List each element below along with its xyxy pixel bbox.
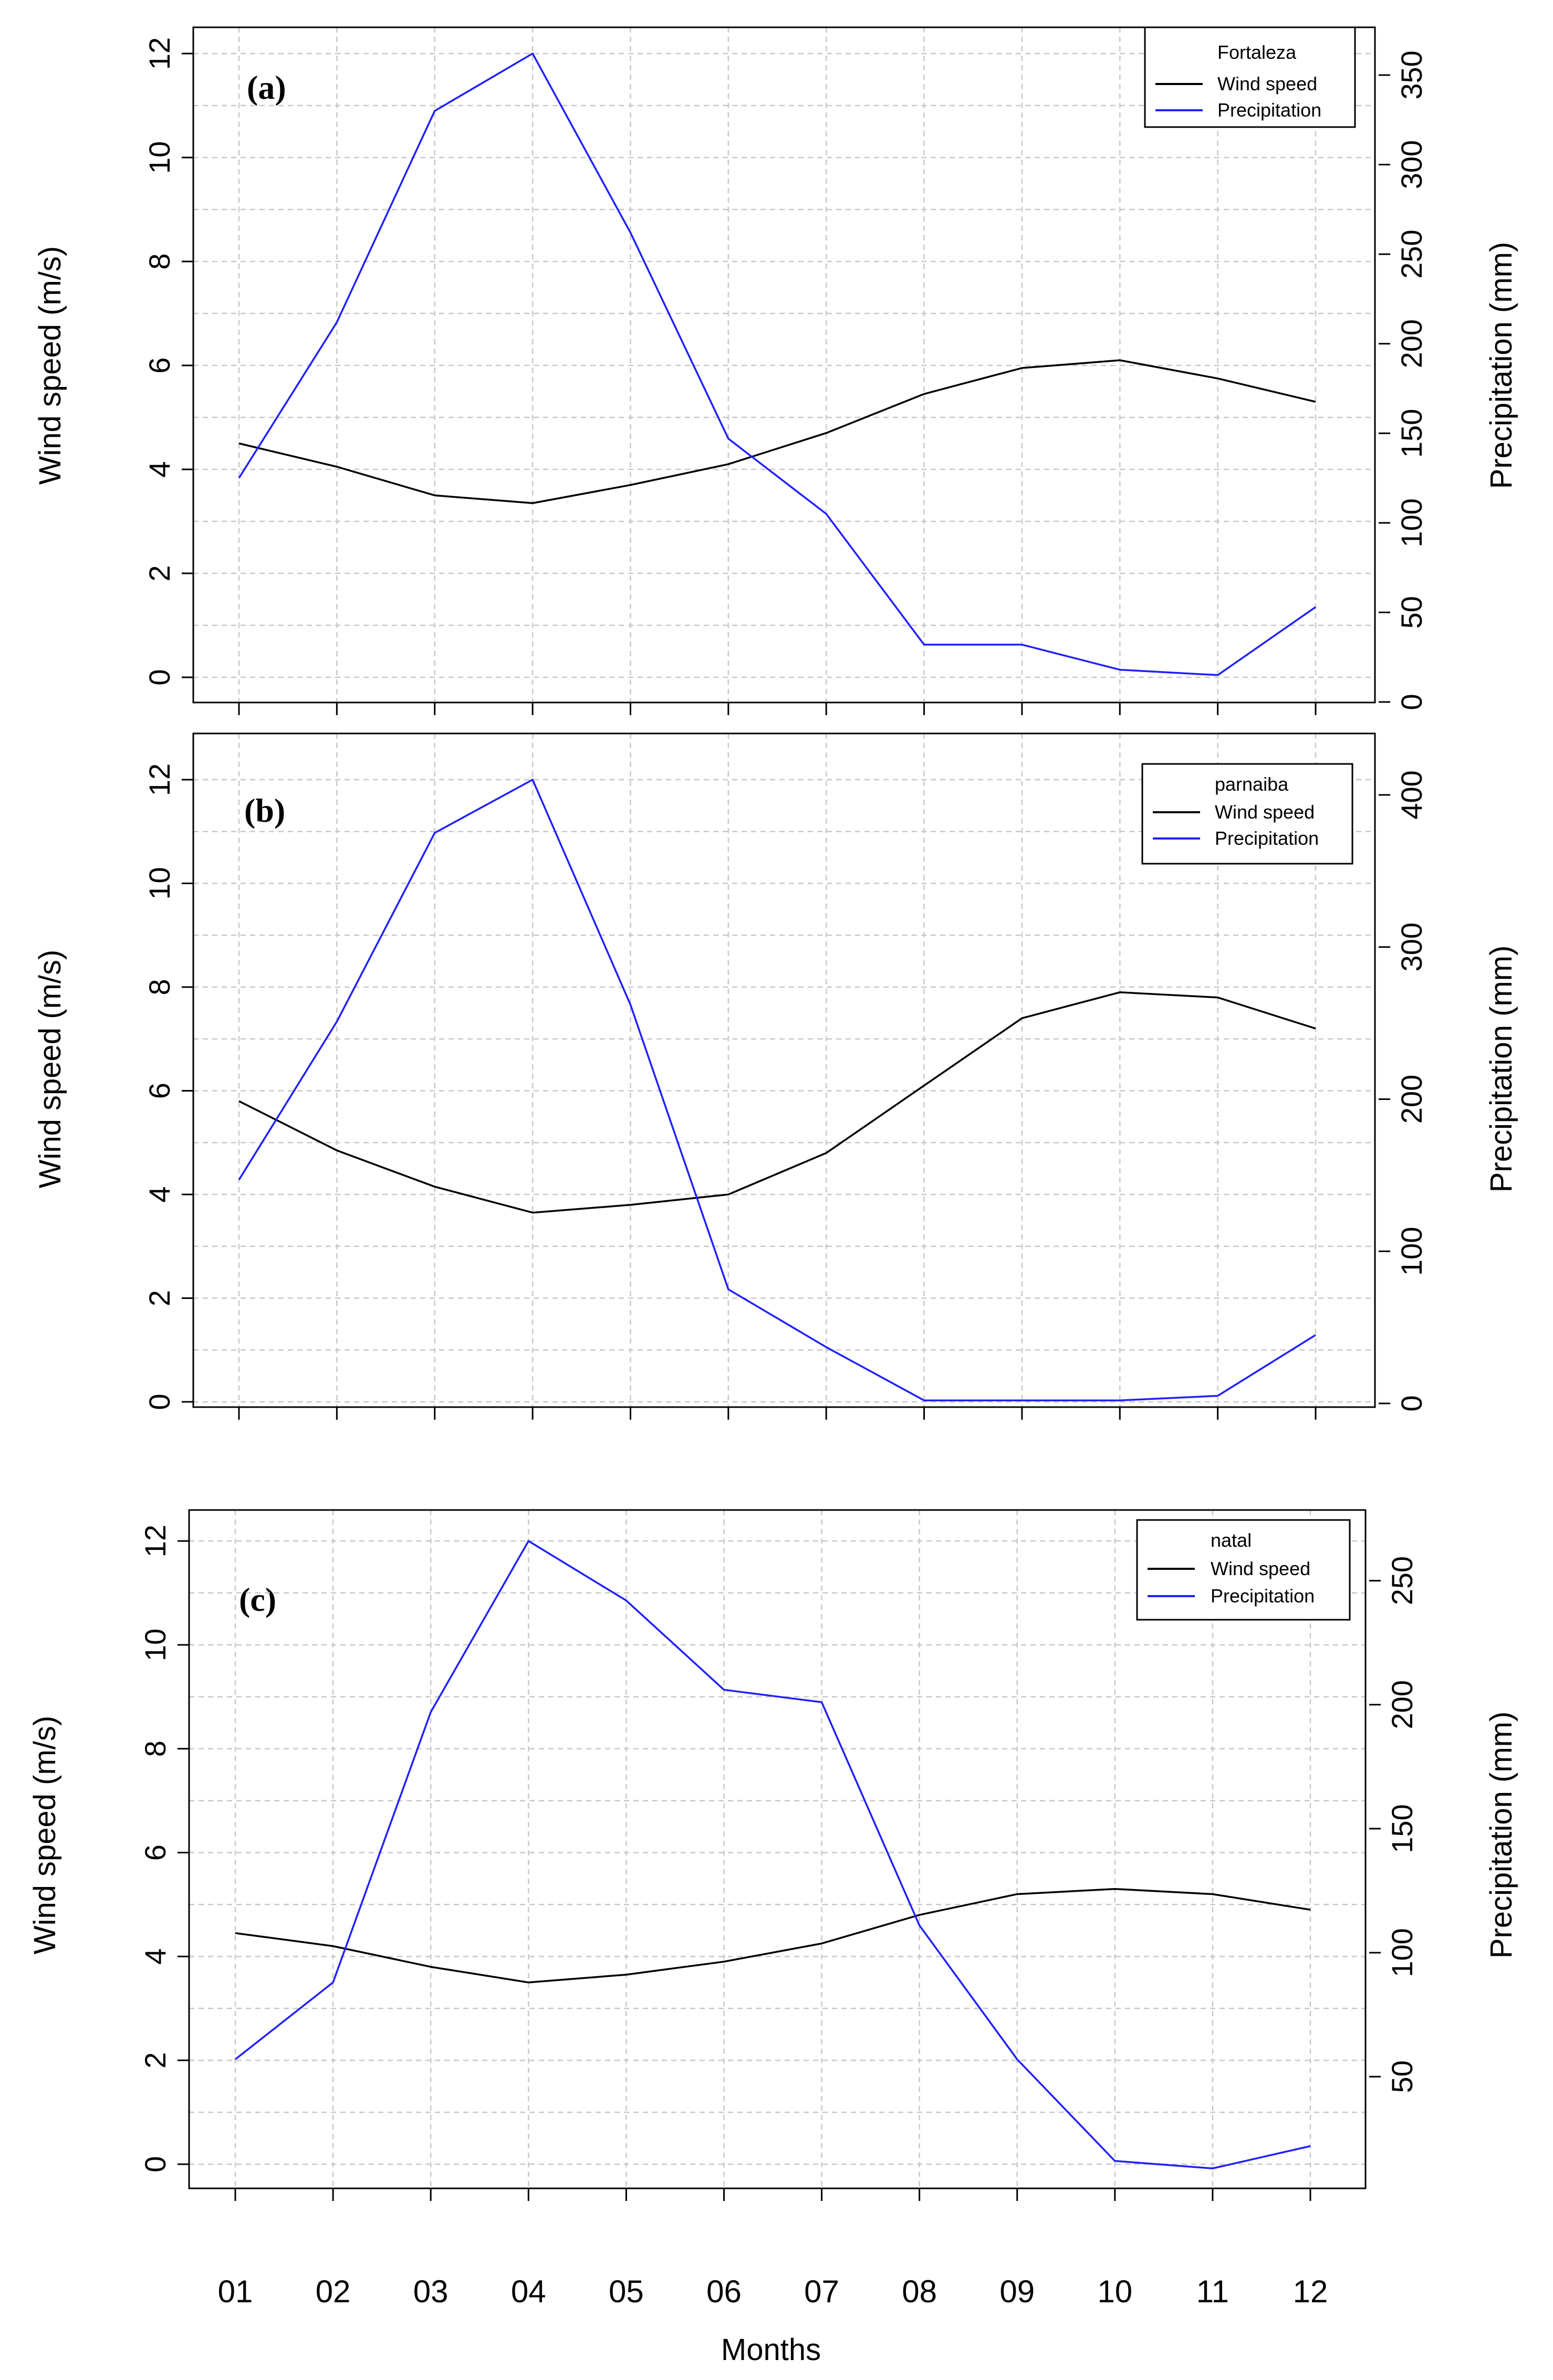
- legend: Fortaleza Wind speed Precipitation: [1144, 26, 1356, 128]
- plot-frame: [188, 1509, 1367, 2189]
- right-tick-label: 0: [1395, 1395, 1428, 1411]
- legend-title: parnaiba: [1215, 773, 1289, 795]
- month-tick-label: 04: [511, 2274, 546, 2309]
- right-tick-label: 350: [1395, 50, 1428, 99]
- right-tick-label: 100: [1385, 1928, 1419, 1977]
- panel-a-plot: 0 2 4 6 8 10 12 0 50 100 150 200 250 300 350: [143, 26, 1428, 715]
- left-tick-label: 8: [143, 253, 176, 269]
- legend-wind-label: Wind speed: [1215, 801, 1315, 823]
- month-tick-label: 09: [999, 2274, 1035, 2309]
- right-tick-label: 100: [1395, 498, 1428, 547]
- right-tick-label: 50: [1385, 2060, 1419, 2093]
- right-tick-label: 100: [1395, 1227, 1428, 1276]
- right-tick-label: 200: [1395, 1075, 1428, 1124]
- panel-label: (a): [247, 69, 286, 106]
- left-tick-label: 8: [139, 1741, 172, 1757]
- left-tick-label: 0: [143, 669, 176, 685]
- plot-frame: [192, 732, 1376, 1408]
- left-tick-label: 12: [139, 1525, 172, 1557]
- right-tick-label: 400: [1395, 770, 1428, 819]
- left-tick-label: 0: [139, 2156, 172, 2172]
- left-tick-label: 12: [143, 37, 176, 70]
- left-tick-label: 12: [143, 763, 176, 796]
- month-tick-labels: 01 02 03 04 05 06 07 08 09 10 11 12: [218, 2274, 1328, 2309]
- legend-title: Fortaleza: [1217, 41, 1297, 63]
- right-axis-title: Precipitation (mm): [1484, 242, 1518, 489]
- month-tick-label: 02: [316, 2274, 351, 2309]
- month-tick-label: 11: [1196, 2274, 1229, 2309]
- panel-b: (b) 0 2 4 6 8 10 12 0 100 200 300 400 Wind speed (m…: [33, 732, 1518, 1420]
- panel-c-plot: 0 2 4 6 8 10 12 50 100 150 200 250: [139, 1509, 1419, 2201]
- left-axis-title: Wind speed (m/s): [28, 1716, 62, 1954]
- left-tick-label: 8: [143, 979, 176, 995]
- right-tick-label: 200: [1385, 1680, 1419, 1729]
- left-tick-label: 4: [139, 1948, 172, 1965]
- x-axis-title: Months: [721, 2333, 821, 2367]
- panel-c: (c) 0 2 4 6 8 10 12 50 100 150 200 250 Wind speed (…: [28, 1509, 1518, 2201]
- legend-title: natal: [1211, 1529, 1252, 1551]
- right-tick-label: 300: [1395, 922, 1428, 971]
- right-tick-label: 250: [1385, 1556, 1419, 1605]
- panel-b-plot: 0 2 4 6 8 10 12 0 100 200 300 400: [143, 732, 1428, 1420]
- left-axis-title: Wind speed (m/s): [33, 246, 67, 485]
- legend-wind-label: Wind speed: [1217, 73, 1317, 95]
- right-tick-label: 200: [1395, 319, 1428, 368]
- left-tick-label: 2: [139, 2052, 172, 2069]
- month-tick-label: 12: [1293, 2274, 1328, 2309]
- panel-label: (b): [244, 792, 285, 829]
- left-tick-label: 6: [139, 1844, 172, 1861]
- panel-a: (a) 0 2 4 6 8 10 12 0 50 100 150 200 250 300 350 Wind …: [33, 26, 1518, 715]
- right-axis-title: Precipitation (mm): [1484, 946, 1518, 1193]
- legend-box: [1141, 763, 1353, 865]
- wind-speed-line: [238, 359, 1316, 505]
- month-tick-label: 05: [609, 2274, 644, 2309]
- right-tick-label: 50: [1395, 596, 1428, 628]
- left-tick-label: 6: [143, 1083, 176, 1099]
- panel-label: (c): [239, 1581, 276, 1618]
- legend: parnaiba Wind speed Precipitation: [1141, 763, 1353, 865]
- month-tick-label: 03: [413, 2274, 449, 2309]
- legend: natal Wind speed Precipitation: [1136, 1519, 1351, 1621]
- left-tick-label: 10: [143, 867, 176, 899]
- right-tick-label: 300: [1395, 140, 1428, 189]
- legend-precip-label: Precipitation: [1215, 827, 1319, 849]
- precipitation-line: [238, 53, 1316, 676]
- right-tick-label: 150: [1385, 1804, 1419, 1853]
- right-axis-title: Precipitation (mm): [1484, 1712, 1518, 1959]
- left-tick-label: 6: [143, 357, 176, 373]
- precipitation-line: [234, 1540, 1311, 2169]
- right-tick-label: 250: [1395, 229, 1428, 278]
- legend-precip-label: Precipitation: [1217, 99, 1321, 121]
- right-tick-label: 0: [1395, 694, 1428, 710]
- month-tick-label: 08: [902, 2274, 937, 2309]
- left-tick-label: 2: [143, 1290, 176, 1306]
- left-axis-title: Wind speed (m/s): [33, 950, 67, 1188]
- legend-precip-label: Precipitation: [1211, 1585, 1315, 1607]
- wind-speed-line: [235, 1888, 1311, 1984]
- legend-wind-label: Wind speed: [1211, 1558, 1310, 1579]
- month-tick-label: 07: [804, 2274, 839, 2309]
- month-tick-label: 10: [1097, 2274, 1132, 2309]
- left-tick-label: 4: [143, 461, 176, 477]
- month-tick-label: 01: [218, 2274, 253, 2309]
- left-tick-label: 2: [143, 565, 176, 581]
- wind-speed-line: [238, 991, 1316, 1214]
- left-tick-label: 10: [139, 1629, 172, 1661]
- month-tick-label: 06: [706, 2274, 742, 2309]
- left-tick-label: 10: [143, 141, 176, 174]
- left-tick-label: 0: [143, 1393, 176, 1410]
- left-tick-label: 4: [143, 1186, 176, 1202]
- right-tick-label: 150: [1395, 409, 1428, 458]
- precipitation-line: [238, 779, 1316, 1401]
